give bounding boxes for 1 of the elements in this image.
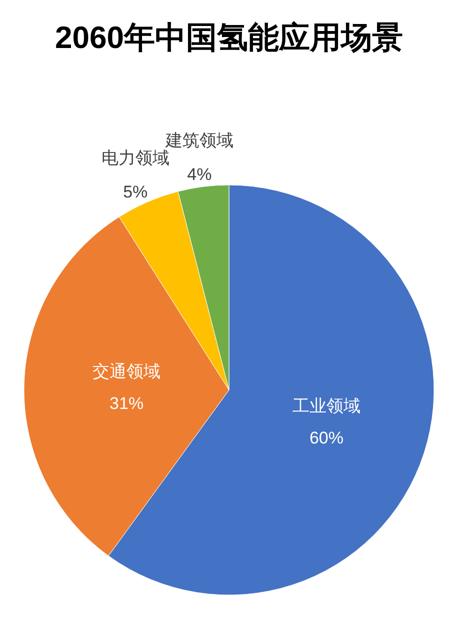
title: 2060年中国氢能应用场景 bbox=[55, 20, 403, 55]
